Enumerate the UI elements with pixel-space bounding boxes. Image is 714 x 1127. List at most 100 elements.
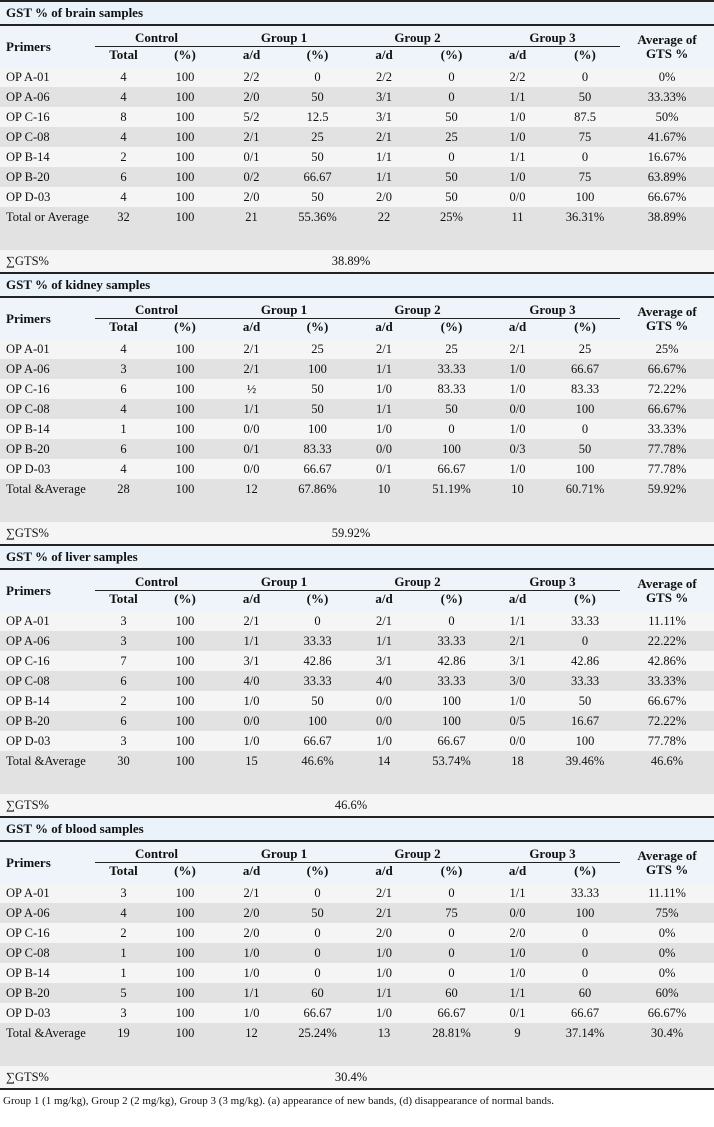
average-header: Average of GTS %: [620, 569, 714, 611]
pct-subheader: (%): [418, 46, 485, 67]
average-gts-cell: 33.33%: [620, 671, 714, 691]
control-total-total-cell: 19: [95, 1023, 152, 1066]
group2-ad-cell: 3/1: [350, 651, 418, 671]
average-gts-cell: 50%: [620, 107, 714, 127]
group2-ad-cell: 2/0: [350, 923, 418, 943]
group1-pct-total-cell: 46.6%: [285, 751, 350, 794]
group3-ad-cell: 2/2: [485, 67, 550, 87]
pct-subheader: (%): [550, 318, 620, 339]
group1-ad-total-cell: 21: [218, 207, 285, 250]
group1-ad-cell: 1/1: [218, 399, 285, 419]
table-row: OP C-16 2 100 2/0 0 2/0 0 2/0 0 0%: [0, 923, 714, 943]
group1-pct-cell: 50: [285, 87, 350, 107]
group2-pct-cell: 66.67: [418, 459, 485, 479]
control-pct-cell: 100: [152, 147, 218, 167]
table-row: OP A-01 3 100 2/1 0 2/1 0 1/1 33.33 11.11%: [0, 883, 714, 903]
primer-cell: OP A-06: [0, 903, 95, 923]
primer-cell: OP C-08: [0, 399, 95, 419]
group3-pct-cell: 0: [550, 923, 620, 943]
table-row: OP B-14 1 100 1/0 0 1/0 0 1/0 0 0%: [0, 963, 714, 983]
primer-cell: OP B-14: [0, 147, 95, 167]
total-row: Total &Average 28 100 12 67.86% 10 51.19% 10 60.…: [0, 479, 714, 522]
group3-pct-cell: 100: [550, 731, 620, 751]
group2-ad-cell: 1/0: [350, 419, 418, 439]
control-total-cell: 3: [95, 631, 152, 651]
group3-ad-cell: 1/0: [485, 419, 550, 439]
ad-subheader: a/d: [350, 46, 418, 67]
group3-header: Group 3: [485, 569, 620, 591]
control-pct-cell: 100: [152, 651, 218, 671]
group1-ad-cell: 1/0: [218, 1003, 285, 1023]
control-header: Control: [95, 569, 218, 591]
brain-section-title-row: GST % of brain samples: [0, 0, 714, 26]
pct-subheader: (%): [550, 590, 620, 611]
primer-cell: OP A-06: [0, 359, 95, 379]
group2-pct-cell: 50: [418, 187, 485, 207]
primer-cell: OP D-03: [0, 187, 95, 207]
ad-subheader: a/d: [218, 318, 285, 339]
table-row: OP C-08 6 100 4/0 33.33 4/0 33.33 3/0 33.33 33.33…: [0, 671, 714, 691]
average-gts-total-cell: 30.4%: [620, 1023, 714, 1066]
primer-cell: OP C-16: [0, 651, 95, 671]
group3-ad-cell: 1/1: [485, 883, 550, 903]
control-pct-cell: 100: [152, 1003, 218, 1023]
group3-ad-cell: 1/1: [485, 983, 550, 1003]
section-title: GST % of brain samples: [0, 0, 714, 26]
group2-ad-cell: 2/0: [350, 187, 418, 207]
gst-table: GST % of brain samples Primers Control G…: [0, 0, 714, 1088]
primer-cell: OP B-14: [0, 691, 95, 711]
group1-pct-cell: 25: [285, 127, 350, 147]
table-row: OP A-01 4 100 2/1 25 2/1 25 2/1 25 25%: [0, 339, 714, 359]
primers-header: Primers: [0, 569, 95, 611]
average-gts-cell: 33.33%: [620, 87, 714, 107]
ad-subheader: a/d: [485, 862, 550, 883]
average-gts-cell: 0%: [620, 67, 714, 87]
primer-cell: OP D-03: [0, 459, 95, 479]
control-total-cell: 3: [95, 611, 152, 631]
group2-ad-cell: 1/1: [350, 147, 418, 167]
group1-ad-cell: 1/1: [218, 631, 285, 651]
group1-pct-cell: 50: [285, 691, 350, 711]
section-title: GST % of blood samples: [0, 816, 714, 842]
primer-cell: OP C-08: [0, 127, 95, 147]
group2-ad-cell: 1/1: [350, 167, 418, 187]
group3-pct-cell: 100: [550, 903, 620, 923]
sum-gts-empty: [550, 250, 714, 273]
group2-pct-cell: 33.33: [418, 359, 485, 379]
group1-ad-cell: 0/0: [218, 711, 285, 731]
group2-ad-cell: 4/0: [350, 671, 418, 691]
group2-ad-cell: 2/1: [350, 127, 418, 147]
group1-pct-cell: 0: [285, 67, 350, 87]
control-pct-cell: 100: [152, 731, 218, 751]
primer-cell: OP C-16: [0, 923, 95, 943]
control-pct-total-cell: 100: [152, 751, 218, 794]
header-row: Primers Control Group 1 Group 2 Group 3 …: [0, 841, 714, 883]
group3-pct-total-cell: 39.46%: [550, 751, 620, 794]
average-gts-cell: 33.33%: [620, 419, 714, 439]
control-total-cell: 6: [95, 671, 152, 691]
primer-total-cell: Total &Average: [0, 479, 95, 522]
control-pct-cell: 100: [152, 439, 218, 459]
group1-ad-cell: 3/1: [218, 651, 285, 671]
group2-ad-cell: 1/0: [350, 1003, 418, 1023]
group3-pct-cell: 0: [550, 419, 620, 439]
sum-gts-row: ∑GTS% 30.4%: [0, 1066, 714, 1088]
group3-pct-cell: 0: [550, 147, 620, 167]
control-pct-total-cell: 100: [152, 479, 218, 522]
primer-total-cell: Total or Average: [0, 207, 95, 250]
group2-ad-cell: 1/0: [350, 379, 418, 399]
average-gts-cell: 11.11%: [620, 883, 714, 903]
table-row: OP A-06 4 100 2/0 50 3/1 0 1/1 50 33.33%: [0, 87, 714, 107]
group3-ad-cell: 2/1: [485, 631, 550, 651]
table-row: OP D-03 4 100 2/0 50 2/0 50 0/0 100 66.67%: [0, 187, 714, 207]
group2-pct-cell: 0: [418, 611, 485, 631]
control-total-cell: 5: [95, 983, 152, 1003]
average-gts-cell: 66.67%: [620, 187, 714, 207]
group1-header: Group 1: [218, 841, 350, 863]
group2-header: Group 2: [350, 297, 485, 319]
table-row: OP A-06 4 100 2/0 50 2/1 75 0/0 100 75%: [0, 903, 714, 923]
primer-cell: OP B-20: [0, 439, 95, 459]
group3-ad-cell: 1/0: [485, 107, 550, 127]
control-pct-cell: 100: [152, 67, 218, 87]
pct-subheader: (%): [152, 862, 218, 883]
